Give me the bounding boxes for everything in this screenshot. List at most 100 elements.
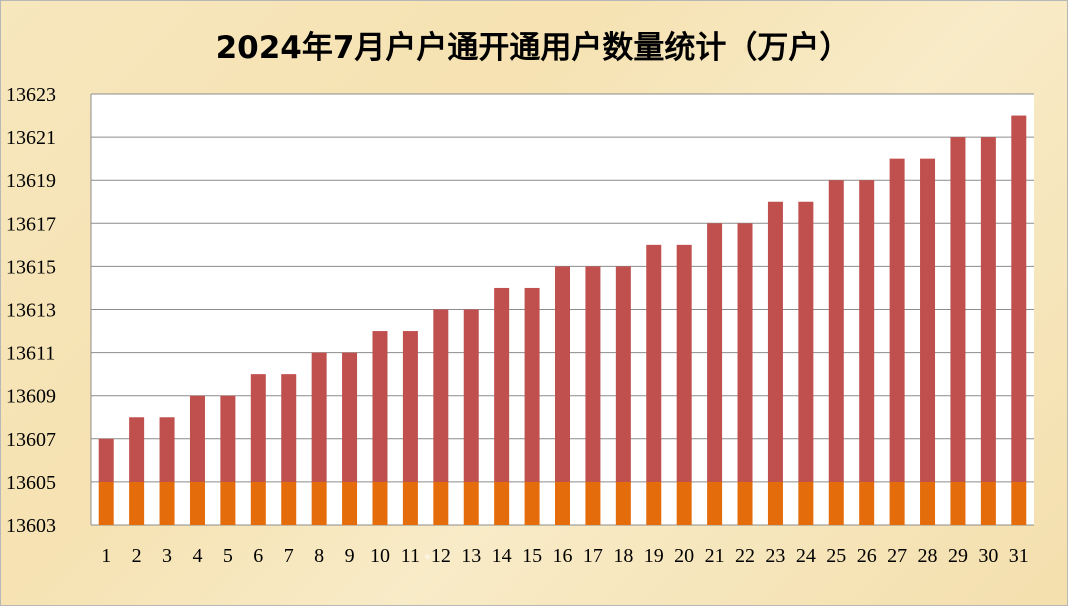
bar xyxy=(676,244,692,482)
x-tick-label: 17 xyxy=(583,545,603,567)
x-tick-label: 10 xyxy=(370,545,390,567)
bar xyxy=(889,158,905,482)
x-tick-label: 15 xyxy=(522,545,542,567)
x-tick-label: 6 xyxy=(253,545,263,567)
bar xyxy=(250,374,266,482)
y-tick-label: 13609 xyxy=(6,386,56,408)
bar xyxy=(281,374,297,482)
y-tick-label: 13623 xyxy=(6,84,56,106)
bar-base xyxy=(920,481,936,525)
x-tick-label: 12 xyxy=(431,545,451,567)
x-tick-label: 22 xyxy=(735,545,755,567)
y-tick-label: 13611 xyxy=(6,343,55,365)
bar-base xyxy=(646,481,662,525)
bar xyxy=(311,352,327,482)
y-tick-label: 13621 xyxy=(6,127,56,149)
bar xyxy=(1011,115,1027,482)
bar-base xyxy=(250,481,266,525)
bar xyxy=(555,266,570,482)
x-tick-label: 4 xyxy=(192,545,202,567)
bar-base xyxy=(311,481,327,525)
y-tick-label: 13607 xyxy=(6,429,56,451)
x-tick-label: 24 xyxy=(796,545,816,567)
bar-base xyxy=(220,481,236,525)
bar-base xyxy=(433,481,449,525)
bar-base xyxy=(585,481,601,525)
x-tick-label: 3 xyxy=(162,545,172,567)
x-tick-label: 8 xyxy=(314,545,324,567)
bar-base xyxy=(707,481,723,525)
x-tick-label: 30 xyxy=(978,545,998,567)
bar-base xyxy=(889,481,905,525)
x-tick-label: 31 xyxy=(1009,545,1029,567)
x-tick-label: 2 xyxy=(132,545,142,567)
bar xyxy=(646,244,662,482)
x-tick-label: 9 xyxy=(345,545,355,567)
x-tick-label: 26 xyxy=(857,545,877,567)
y-tick-label: 13613 xyxy=(6,300,56,322)
x-tick-label: 19 xyxy=(644,545,664,567)
x-tick-label: 25 xyxy=(826,545,846,567)
bar xyxy=(859,180,875,482)
x-tick-label: 5 xyxy=(223,545,233,567)
bar xyxy=(372,331,388,482)
bar xyxy=(980,137,996,482)
bar xyxy=(129,417,145,482)
bar-base xyxy=(463,481,479,525)
x-tick-label: 11 xyxy=(401,545,420,567)
bar xyxy=(950,137,966,482)
x-tick-label: 13 xyxy=(461,545,481,567)
y-tick-label: 13617 xyxy=(6,213,56,235)
x-tick-label: 23 xyxy=(765,545,785,567)
bar-base xyxy=(950,481,966,525)
bar-base xyxy=(767,481,783,525)
bar-base xyxy=(98,481,114,525)
bar-base xyxy=(342,481,358,525)
y-tick-label: 13615 xyxy=(6,256,56,278)
bar-base xyxy=(189,481,205,525)
bar xyxy=(828,180,844,482)
bar-base xyxy=(159,481,175,525)
x-tick-label: 28 xyxy=(918,545,938,567)
bar xyxy=(433,309,449,482)
x-tick-label: 18 xyxy=(613,545,633,567)
bar-base xyxy=(980,481,996,525)
bar xyxy=(98,438,114,482)
bar xyxy=(920,158,936,482)
bar-base xyxy=(129,481,145,525)
x-tick-label: 21 xyxy=(705,545,725,567)
bar xyxy=(767,201,783,482)
y-tick-label: 13605 xyxy=(6,472,56,494)
bar-base xyxy=(372,481,388,525)
bar xyxy=(737,223,753,482)
x-tick-label: 1 xyxy=(101,545,111,567)
bar-base xyxy=(615,481,631,525)
bar xyxy=(494,287,510,482)
bar xyxy=(615,266,631,482)
bar-base xyxy=(524,481,540,525)
y-tick-label: 13619 xyxy=(6,170,56,192)
bar xyxy=(524,287,540,482)
bar xyxy=(463,309,479,482)
bars xyxy=(98,115,1027,525)
bar-base xyxy=(281,481,297,525)
bar xyxy=(342,352,358,482)
x-axis-ticks: 1 2 3 4 5 6 7 8 9 10 11 12 13 14 15 16 17 18 19 20 21 22 23 24 2… xyxy=(101,545,1029,567)
x-tick-label: 20 xyxy=(674,545,694,567)
x-tick-label: 14 xyxy=(492,545,512,567)
bar xyxy=(189,395,205,482)
bar-base xyxy=(1011,481,1027,525)
bar-base xyxy=(555,481,570,525)
x-tick-label: 27 xyxy=(887,545,907,567)
bar xyxy=(220,395,236,482)
bar-base xyxy=(676,481,692,525)
chart-title: 2024年7月户户通开通用户数量统计（万户） xyxy=(215,30,851,66)
bar xyxy=(707,223,723,482)
bar-base xyxy=(798,481,814,525)
bar-base xyxy=(402,481,418,525)
y-tick-label: 13603 xyxy=(6,515,56,537)
bar xyxy=(402,331,418,482)
bar-base xyxy=(859,481,875,525)
bar-base xyxy=(737,481,753,525)
bar-base xyxy=(494,481,510,525)
